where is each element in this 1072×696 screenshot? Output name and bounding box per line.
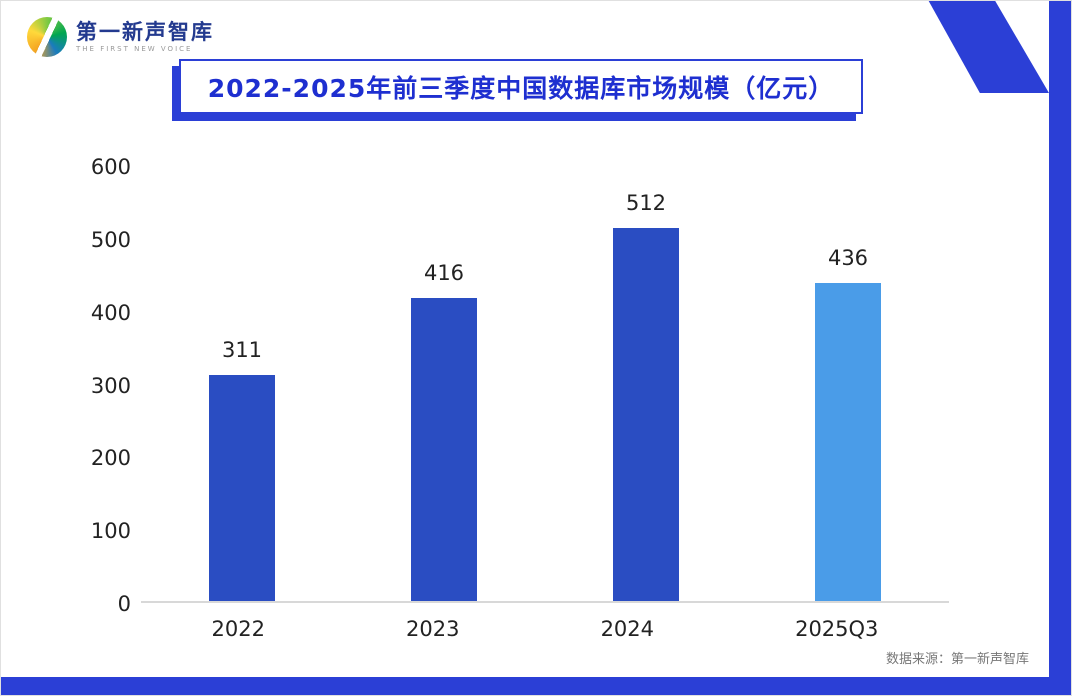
brand-logo-icon [27, 17, 67, 57]
right-border-strip [1049, 1, 1071, 695]
bar-2024 [613, 228, 679, 601]
y-tick-label: 400 [90, 300, 131, 325]
x-tick-label: 2024 [600, 617, 655, 641]
brand-subtitle: THE FIRST NEW VOICE [76, 44, 193, 53]
y-axis: 0 100 200 300 400 500 600 [61, 155, 131, 616]
plot-area: 311 416 512 436 [141, 166, 949, 603]
x-axis: 2022 2023 2024 2025Q3 [141, 617, 949, 641]
y-tick-label: 600 [90, 155, 131, 179]
x-tick-label: 2022 [211, 617, 265, 641]
corner-diagonal-decoration [928, 1, 1049, 93]
bar-value-label: 436 [827, 246, 869, 271]
chart-title-box: 2022-2025年前三季度中国数据库市场规模（亿元） [179, 59, 863, 114]
bar-slot: 512 [613, 191, 679, 601]
bar-slot: 436 [815, 246, 881, 601]
bar-2022 [209, 374, 275, 601]
bar-slot: 311 [209, 337, 275, 601]
bar-2025Q3 [815, 283, 881, 601]
bar-2023 [411, 298, 477, 601]
bar-value-label: 416 [423, 261, 465, 286]
y-tick-label: 200 [90, 446, 131, 471]
brand-logo-text: 第一新声智库 THE FIRST NEW VOICE [76, 19, 214, 54]
brand-logo: 第一新声智库 THE FIRST NEW VOICE [27, 17, 214, 57]
bar-value-label: 512 [625, 191, 667, 216]
bottom-border-strip [1, 677, 1071, 695]
y-tick-label: 0 [117, 592, 131, 616]
bar-value-label: 311 [221, 337, 263, 362]
brand-name: 第一新声智库 [76, 19, 214, 44]
x-tick-label: 2025Q3 [795, 617, 879, 641]
y-tick-label: 100 [90, 519, 131, 544]
x-tick-label: 2023 [406, 617, 460, 641]
chart-title: 2022-2025年前三季度中国数据库市场规模（亿元） [207, 73, 835, 103]
bar-slot: 416 [411, 261, 477, 601]
data-source-note: 数据来源：第一新声智库 [885, 652, 1029, 667]
y-tick-label: 500 [90, 227, 131, 252]
y-tick-label: 300 [90, 373, 131, 398]
